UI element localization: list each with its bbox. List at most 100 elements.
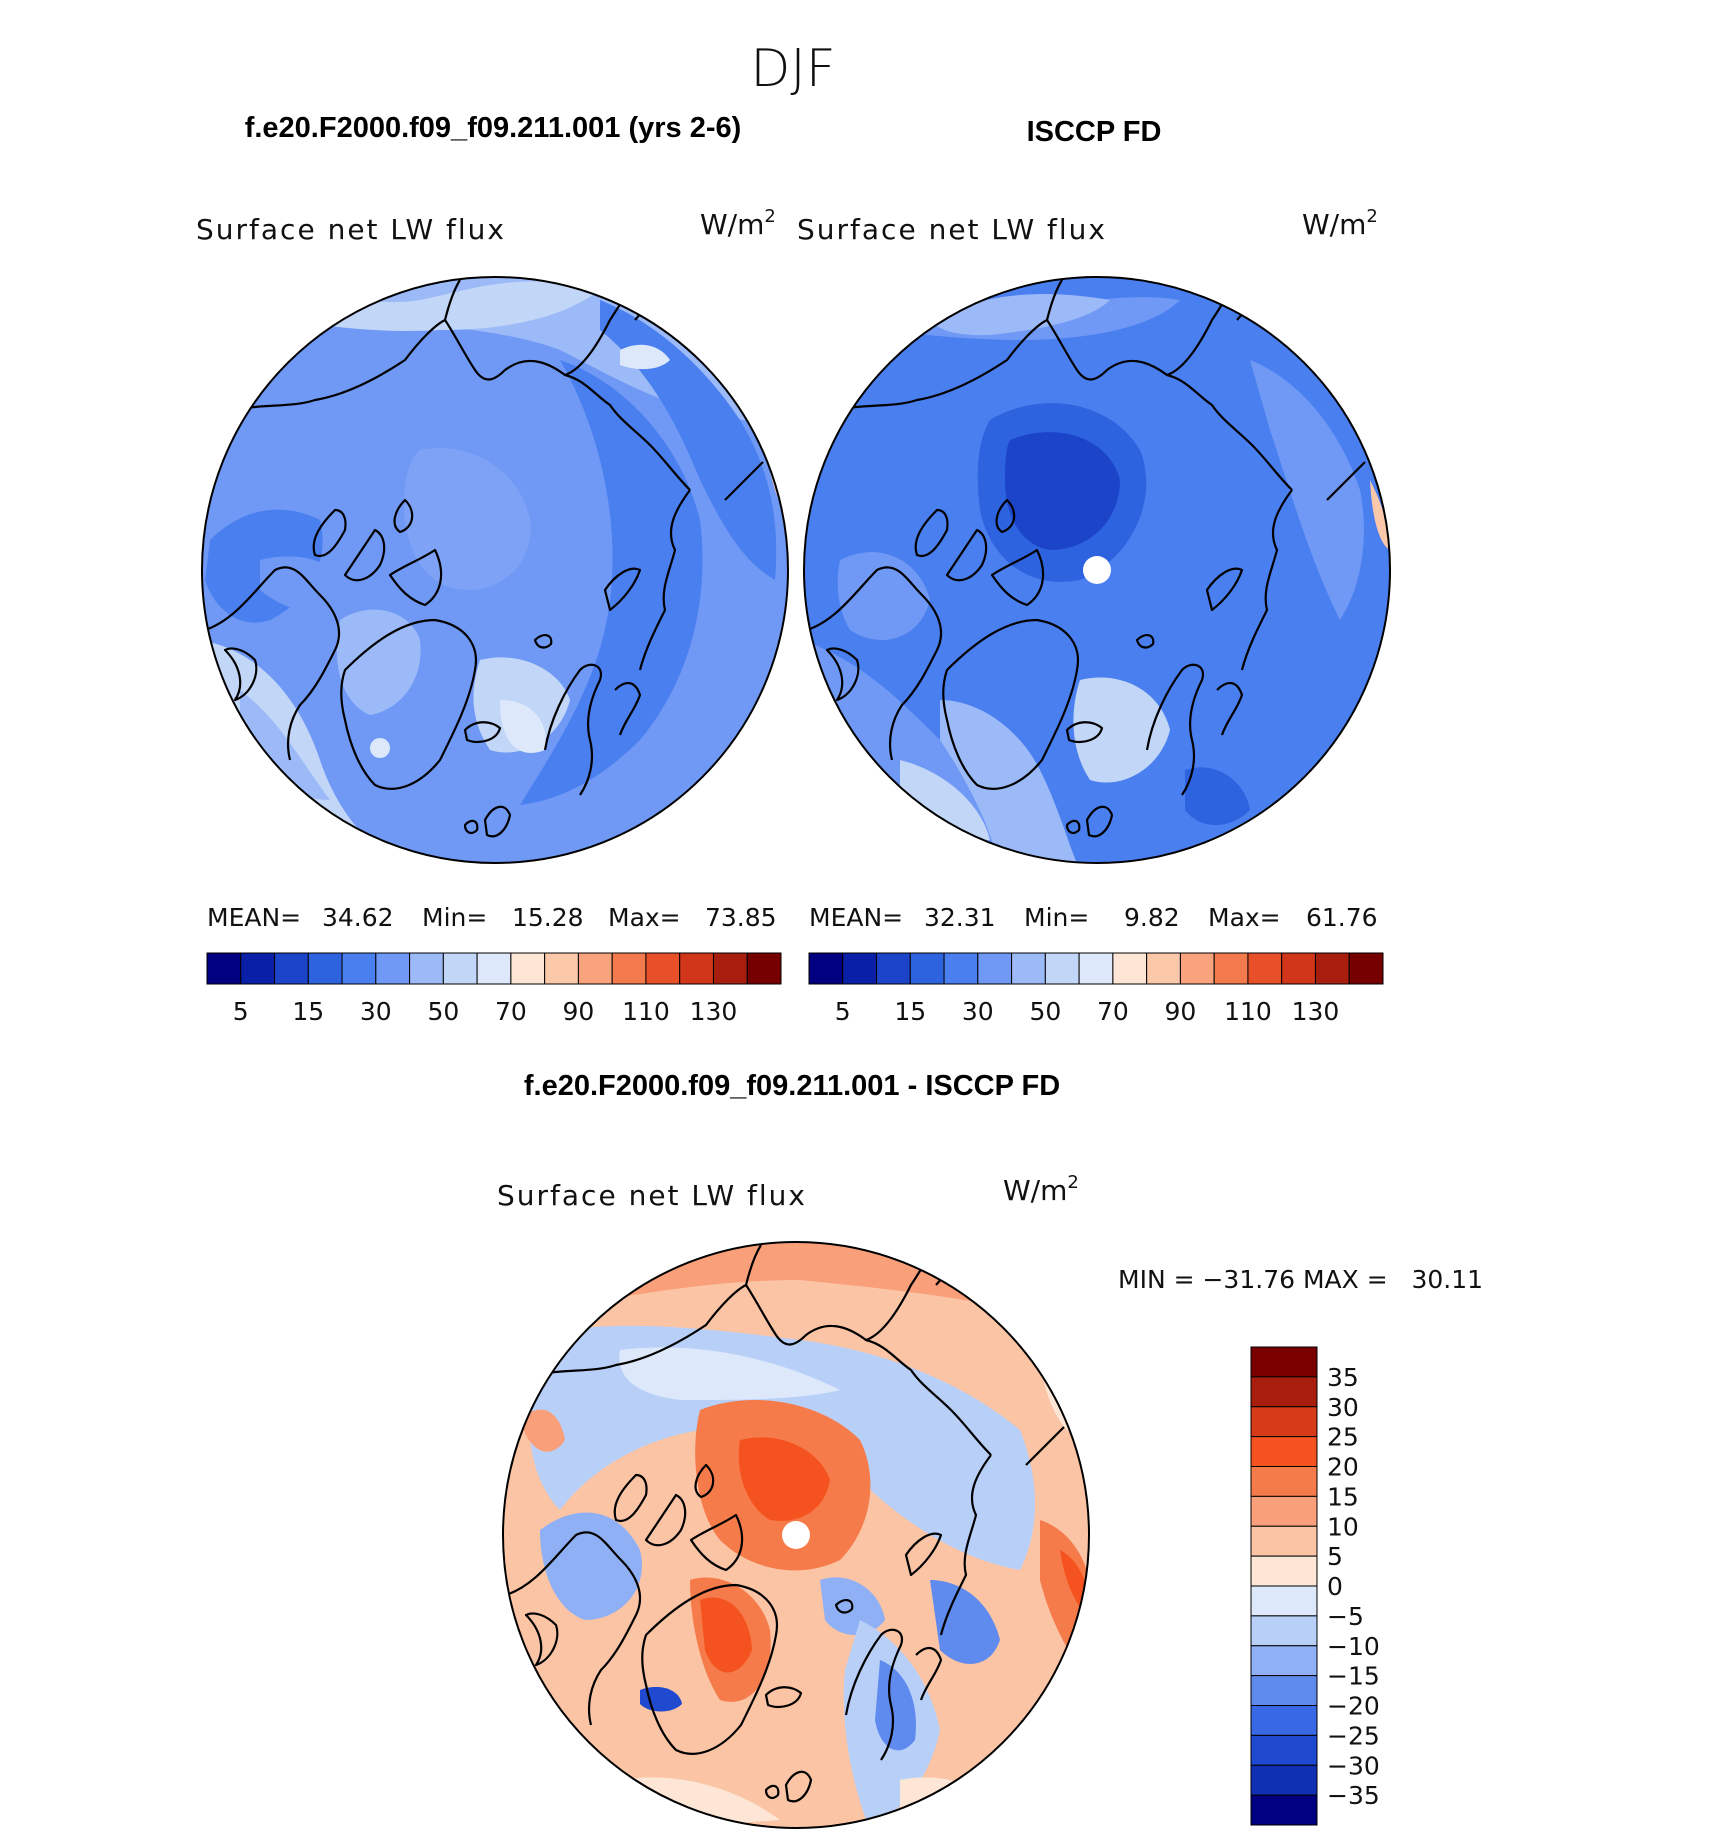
mean-value-obs: 32.31 — [924, 903, 996, 932]
colorbar-model-swatch — [544, 952, 579, 985]
colorbar-obs-tick-label: 90 — [1165, 997, 1197, 1026]
season-title: DJF — [750, 39, 835, 99]
colorbar-obs-swatch — [1044, 952, 1080, 985]
units-exp-diff: 2 — [1067, 1172, 1078, 1193]
colorbar-model-swatch — [375, 952, 411, 985]
colorbar-model-tick-label: 30 — [360, 997, 392, 1026]
colorbar-obs-swatch — [1247, 952, 1283, 985]
colorbar-diff-swatch — [1250, 1436, 1318, 1467]
stats-model: MEAN= 34.62 Min= 15.28 Max= 73.85 — [207, 903, 777, 932]
units-base-obs: W/m — [1302, 208, 1366, 241]
colorbar-diff-swatch — [1250, 1615, 1318, 1647]
colorbar-model-tick-label: 50 — [427, 997, 459, 1026]
colorbar-diff-tick-label: −30 — [1327, 1751, 1380, 1780]
colorbar-model-swatch — [712, 952, 748, 985]
colorbar-model-tick-label: 90 — [563, 997, 595, 1026]
colorbar-obs-swatch — [876, 952, 911, 985]
panel-difference: Surface net LW flux W/m2 — [497, 1172, 1483, 1829]
colorbar-obs-tick-label: 30 — [962, 997, 994, 1026]
colorbar-model-swatch — [746, 952, 782, 985]
colorbar-model-swatch — [645, 952, 681, 985]
colorbar-diff-tick-label: 20 — [1327, 1453, 1359, 1482]
colorbar-diff-swatch — [1250, 1346, 1318, 1378]
units-label-model: W/m2 — [700, 206, 776, 241]
polar-map-difference — [503, 1242, 1089, 1828]
colorbar-model-tick-label: 15 — [292, 997, 324, 1026]
colorbar-diff-swatch — [1250, 1525, 1318, 1557]
mean-label-obs: MEAN= — [809, 903, 903, 932]
panel-model: Surface net LW flux W/m2 MEAN= — [196, 206, 789, 1026]
colorbar-obs-swatch — [909, 952, 945, 985]
colorbar-model-swatch — [510, 952, 546, 985]
colorbar-diff-swatch — [1250, 1466, 1318, 1497]
units-base-diff: W/m — [1003, 1174, 1067, 1207]
mean-value-model: 34.62 — [322, 903, 394, 932]
map-border-difference — [502, 1241, 1090, 1829]
colorbar-diff-tick-label: 15 — [1327, 1482, 1359, 1511]
colorbar-obs: 5 15 30 50 70 90 110 130 — [808, 952, 1384, 1026]
min-value-obs: 9.82 — [1124, 903, 1180, 932]
variable-label-diff: Surface net LW flux — [497, 1179, 807, 1212]
colorbar-diff-tick-label: 5 — [1327, 1542, 1343, 1571]
colorbar-model-swatch — [476, 952, 512, 985]
colorbar-diff-tick-label: 30 — [1327, 1393, 1359, 1422]
colorbar-obs-swatch — [1281, 952, 1316, 985]
colorbar-model-swatch — [240, 952, 276, 985]
colorbar-model-swatch — [206, 952, 242, 985]
colorbar-model-tick-label: 70 — [495, 997, 527, 1026]
colorbar-obs-swatch — [977, 952, 1013, 985]
variable-label-model: Surface net LW flux — [196, 213, 506, 246]
polar-map-obs — [804, 277, 1390, 863]
units-label-obs: W/m2 — [1302, 206, 1378, 241]
panel-obs: Surface net LW flux W/m2 MEAN= 32.31 — [797, 206, 1391, 1026]
colorbar-diff-swatch — [1250, 1406, 1318, 1438]
map-border-obs — [803, 276, 1391, 864]
units-exp-model: 2 — [764, 206, 775, 227]
colorbar-model-tick-label: 130 — [690, 997, 738, 1026]
stats-obs: MEAN= 32.31 Min= 9.82 Max= 61.76 — [809, 903, 1378, 932]
colorbar-diff-tick-label: −35 — [1327, 1781, 1380, 1810]
min-value-model: 15.28 — [512, 903, 584, 932]
colorbar-obs-swatch — [1112, 952, 1148, 985]
colorbar-model-swatch — [577, 952, 613, 985]
colorbar-diff-swatch — [1250, 1376, 1318, 1408]
polar-map-model — [202, 277, 788, 863]
max-value-model: 73.85 — [705, 903, 777, 932]
colorbar-model-swatch — [611, 952, 647, 985]
colorbar-diff-swatch — [1250, 1495, 1318, 1527]
colorbar-diff-swatch — [1250, 1675, 1318, 1706]
units-label-diff: W/m2 — [1003, 1172, 1079, 1207]
min-label-model: Min= — [422, 903, 487, 932]
colorbar-obs-swatch — [1213, 952, 1249, 985]
max-label-obs: Max= — [1208, 903, 1281, 932]
colorbar-diff-tick-label: −25 — [1327, 1721, 1380, 1750]
colorbar-diff-tick-label: 10 — [1327, 1512, 1359, 1541]
colorbar-diff-swatch — [1250, 1585, 1318, 1617]
colorbar-model-swatch — [307, 952, 343, 985]
diff-title: f.e20.F2000.f09_f09.211.001 - ISCCP FD — [524, 1070, 1060, 1102]
colorbar-obs-swatch — [1078, 952, 1114, 985]
colorbar-diff-tick-label: −15 — [1327, 1662, 1380, 1691]
colorbar-diff-tick-label: −10 — [1327, 1632, 1380, 1661]
panel-title-obs: ISCCP FD — [1027, 116, 1162, 148]
colorbar-obs-tick-label: 110 — [1224, 997, 1272, 1026]
colorbar-diff-tick-label: −20 — [1327, 1692, 1380, 1721]
colorbar-model-swatch — [409, 952, 444, 985]
colorbar-obs-swatch — [1348, 952, 1384, 985]
panel-title-model: f.e20.F2000.f09_f09.211.001 (yrs 2-6) — [245, 112, 742, 144]
colorbar-obs-tick-label: 50 — [1029, 997, 1061, 1026]
colorbar-obs-tick-label: 70 — [1097, 997, 1129, 1026]
colorbar-diff-swatch — [1250, 1734, 1318, 1766]
colorbar-obs-swatch — [1314, 952, 1350, 985]
max-value-obs: 61.76 — [1306, 903, 1378, 932]
colorbar-obs-tick-label: 130 — [1292, 997, 1340, 1026]
colorbar-obs-tick-label: 5 — [835, 997, 851, 1026]
colorbar-obs-swatch — [808, 952, 844, 985]
colorbar-diff-swatch — [1250, 1705, 1318, 1736]
colorbar-diff-tick-label: 0 — [1327, 1572, 1343, 1601]
colorbar-diff-tick-label: 35 — [1327, 1363, 1359, 1392]
units-exp-obs: 2 — [1366, 206, 1377, 227]
colorbar-obs-swatch — [1011, 952, 1046, 985]
colorbar-model-swatch — [442, 952, 478, 985]
min-label-obs: Min= — [1024, 903, 1089, 932]
